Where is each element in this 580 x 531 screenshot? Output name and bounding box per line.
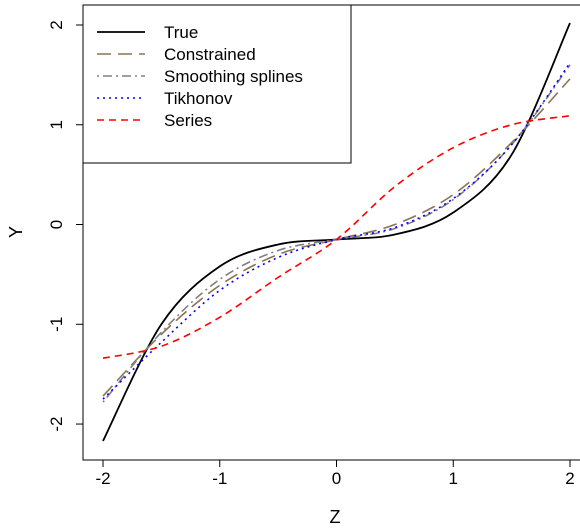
series-line-series bbox=[102, 114, 571, 359]
legend-label: True bbox=[164, 23, 198, 42]
y-axis: -2 -1 0 1 2 bbox=[47, 20, 84, 432]
legend-label: Tikhonov bbox=[164, 89, 233, 108]
legend: True Constrained Smoothing splines Tikhonov… bbox=[82, 4, 352, 164]
x-tick-label: -1 bbox=[212, 469, 227, 488]
legend-label: Series bbox=[164, 111, 212, 130]
x-tick-label: -2 bbox=[95, 469, 110, 488]
y-tick-label: 2 bbox=[47, 20, 66, 29]
y-tick-label: 1 bbox=[47, 120, 66, 129]
series-layer bbox=[102, 22, 571, 442]
x-tick-label: 1 bbox=[449, 469, 458, 488]
y-tick-label: 0 bbox=[47, 220, 66, 229]
legend-label: Constrained bbox=[164, 45, 256, 64]
y-tick-label: -2 bbox=[47, 416, 66, 431]
y-tick-label: -1 bbox=[47, 317, 66, 332]
x-axis: -2 -1 0 1 2 bbox=[95, 459, 575, 488]
x-tick-label: 0 bbox=[332, 469, 341, 488]
legend-label: Smoothing splines bbox=[164, 67, 303, 86]
x-tick-label: 2 bbox=[565, 469, 574, 488]
series-line-tikhonov bbox=[102, 62, 571, 400]
y-axis-label: Y bbox=[6, 226, 26, 238]
x-axis-label: Z bbox=[330, 507, 341, 527]
